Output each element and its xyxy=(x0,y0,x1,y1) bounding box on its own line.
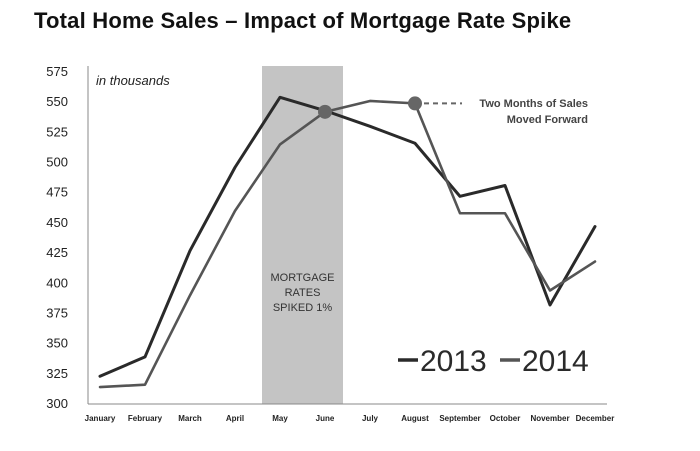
x-tick-label: June xyxy=(316,414,335,423)
highlight-marker xyxy=(318,104,332,119)
y-tick-label: 525 xyxy=(46,124,68,139)
x-tick-label: January xyxy=(85,414,116,423)
y-tick-label: 300 xyxy=(46,396,68,411)
x-tick-label: November xyxy=(530,414,569,423)
y-tick-label: 400 xyxy=(46,275,68,290)
y-tick-label: 475 xyxy=(46,185,68,200)
annotation-line: Moved Forward xyxy=(507,114,588,126)
y-tick-label: 425 xyxy=(46,245,68,260)
axis-layer: 300 325 350 375 400 425 450 475 500 525 550 575 Janu… xyxy=(46,64,614,423)
y-tick-label: 325 xyxy=(46,366,68,381)
x-tick-label: August xyxy=(401,414,429,423)
x-tick-label: December xyxy=(576,414,615,423)
y-tick-label: 500 xyxy=(46,155,68,170)
y-tick-label: 575 xyxy=(46,64,68,79)
highlight-band-label-line: SPIKED 1% xyxy=(273,302,333,314)
highlight-band-layer: MORTGAGE RATES SPIKED 1% xyxy=(262,66,343,404)
y-tick-label: 550 xyxy=(46,94,68,109)
y-tick-label: 350 xyxy=(46,336,68,351)
y-tick-label: 450 xyxy=(46,215,68,230)
legend-label-2014: 2014 xyxy=(522,345,589,378)
highlight-marker xyxy=(408,96,422,111)
series-line-2013 xyxy=(98,95,597,378)
legend-label-2013: 2013 xyxy=(420,345,487,378)
x-tick-label: May xyxy=(272,414,288,423)
highlight-band-label-line: MORTGAGE xyxy=(271,272,335,284)
series-line-2014 xyxy=(98,99,597,389)
series-layer xyxy=(98,95,597,389)
x-tick-label: March xyxy=(178,414,202,423)
marker-layer xyxy=(318,96,422,119)
x-tick-label: September xyxy=(439,414,480,423)
annotation-line: Two Months of Sales xyxy=(479,98,588,110)
chart-title: Total Home Sales – Impact of Mortgage Ra… xyxy=(34,8,572,33)
unit-label: in thousands xyxy=(96,73,170,88)
x-tick-label: July xyxy=(362,414,379,423)
x-tick-label: February xyxy=(128,414,163,423)
y-tick-label: 375 xyxy=(46,305,68,320)
highlight-band xyxy=(262,66,343,404)
x-tick-label: October xyxy=(490,414,521,423)
x-tick-label: April xyxy=(226,414,244,423)
label-layer: in thousands Two Months of Sales Moved For… xyxy=(96,73,589,378)
highlight-band-label-line: RATES xyxy=(285,287,321,299)
